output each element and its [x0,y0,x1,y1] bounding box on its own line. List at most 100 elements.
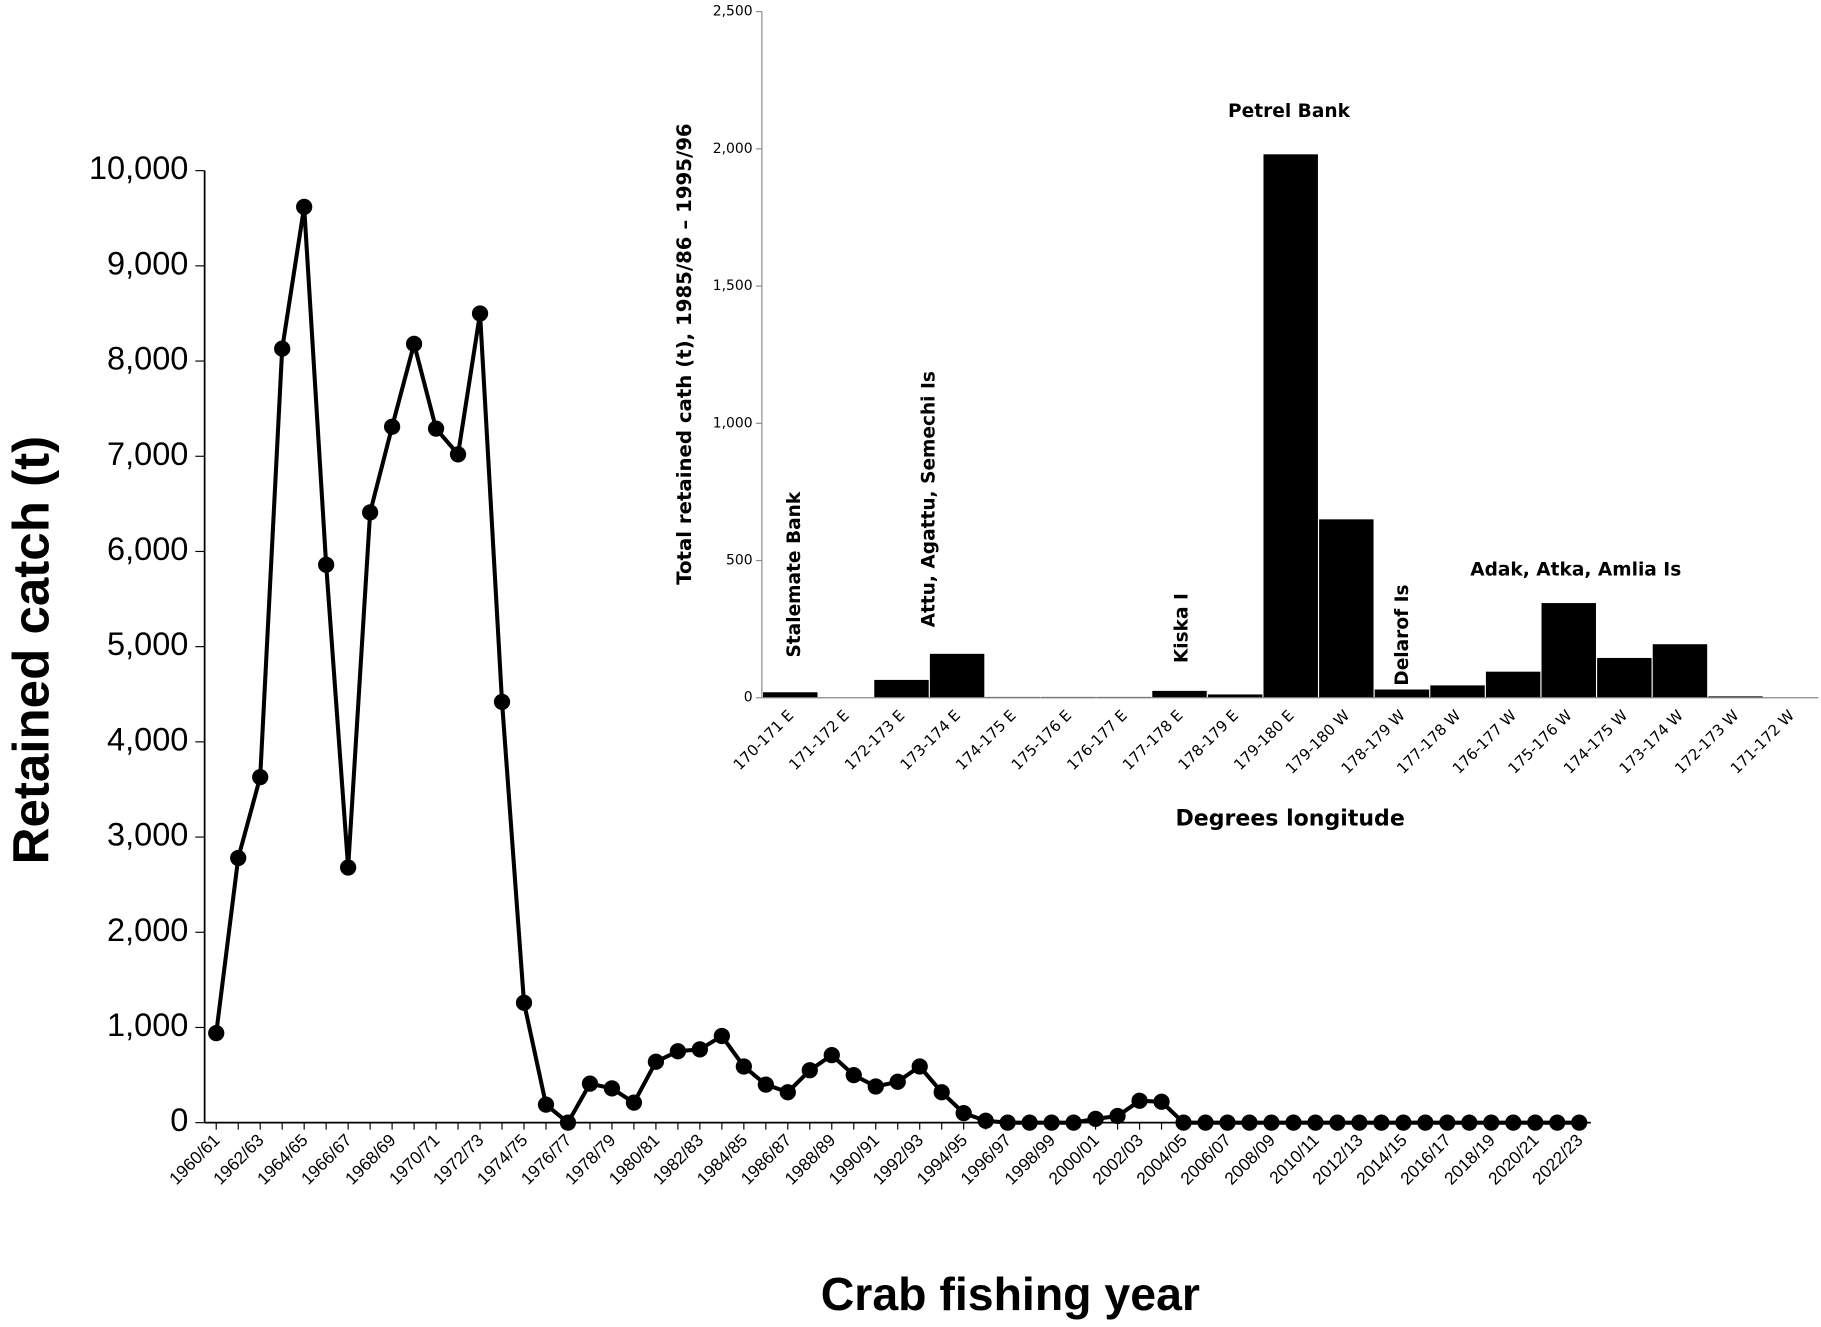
y-tick-label: 2,000 [107,912,188,948]
point [845,1066,862,1084]
y-tick-label: 7,000 [107,436,188,472]
point [713,1027,730,1045]
annotation: Adak, Atka, Amlia Is [1470,560,1681,581]
point [1241,1114,1258,1131]
point [581,1075,599,1092]
point [1263,1114,1280,1131]
bar [1485,671,1541,698]
bar [874,679,929,698]
point [1197,1114,1214,1131]
y-axis-label: Retained catch (t) [3,436,60,865]
y-tick-label: 1,000 [713,415,753,431]
bar [929,653,985,698]
point [318,556,335,573]
y-tick-label: 4,000 [107,721,188,757]
point [603,1080,621,1097]
point [1461,1114,1478,1131]
bar [1541,603,1596,698]
y-tick-label: 1,500 [713,278,753,294]
main-chart: 0 1,000 2,000 3,000 4,000 5,000 6,000 7,000 8,00… [3,150,1591,1320]
bar [1430,685,1485,698]
point [252,768,269,786]
point [1043,1114,1060,1131]
bar [1152,690,1207,698]
point [823,1046,840,1064]
point [1329,1114,1346,1131]
bar [1708,696,1763,698]
point [471,305,489,322]
point [493,693,511,711]
point [1153,1093,1170,1110]
point [230,849,247,867]
y-tick-label: 2,500 [713,4,753,20]
y-tick-label: 0 [744,690,753,706]
inset-chart: 0 500 1,000 1,500 2,000 2,500 Total retained c… [673,4,1819,832]
point [801,1062,818,1079]
bar [1597,657,1652,698]
point [1483,1114,1500,1131]
annotation: Stalemate Bank [784,491,805,657]
x-axis-label: Degrees longitude [1175,807,1404,832]
annotation: Kiska I [1172,593,1193,663]
point [1527,1114,1544,1131]
point [405,335,423,353]
point [757,1076,774,1093]
point [340,859,357,876]
annotation: Petrel Bank [1228,101,1351,122]
point [1373,1114,1390,1131]
annotation: Attu, Agattu, Semechi Is [919,371,940,627]
point [208,1025,225,1042]
point [1549,1114,1566,1131]
bar [1207,694,1263,698]
point [1307,1114,1324,1131]
point [1219,1114,1236,1131]
point [274,340,291,357]
y-tick-label: 8,000 [107,341,188,377]
point [647,1053,665,1070]
y-tick-label: 2,000 [713,141,753,157]
point [559,1114,577,1131]
bar [1652,644,1708,698]
point [1505,1114,1522,1131]
y-tick-label: 10,000 [89,150,188,186]
y-axis-label: Total retained cath (t), 1985/86 – 1995/… [673,123,696,584]
y-tick-label: 1,000 [107,1007,188,1043]
point [999,1114,1016,1131]
point [537,1096,555,1113]
point [911,1058,928,1075]
point [867,1078,884,1095]
point [296,198,313,215]
point [515,994,533,1011]
bar [1374,689,1430,698]
point [449,446,467,463]
point [933,1084,950,1101]
point [1021,1114,1038,1131]
bar [1319,519,1374,698]
point [779,1084,796,1101]
y-tick-label: 6,000 [107,531,188,567]
point [383,418,401,435]
point [889,1073,906,1090]
point [625,1094,643,1111]
x-axis-label: Crab fishing year [821,1268,1200,1320]
point [735,1058,752,1075]
point [361,504,379,521]
point [955,1105,972,1122]
point [1065,1114,1082,1131]
bar [1263,154,1318,698]
point [977,1112,994,1129]
annotation: Delarof Is [1392,584,1413,685]
point [1131,1092,1148,1109]
point [1571,1114,1588,1131]
y-tick-label: 9,000 [107,245,188,281]
bar [763,692,818,698]
point [1285,1114,1302,1131]
point [1175,1114,1192,1131]
point [1351,1114,1368,1131]
point [1087,1110,1104,1127]
point [669,1043,687,1060]
y-tick-label: 3,000 [107,817,188,853]
point [691,1041,709,1058]
